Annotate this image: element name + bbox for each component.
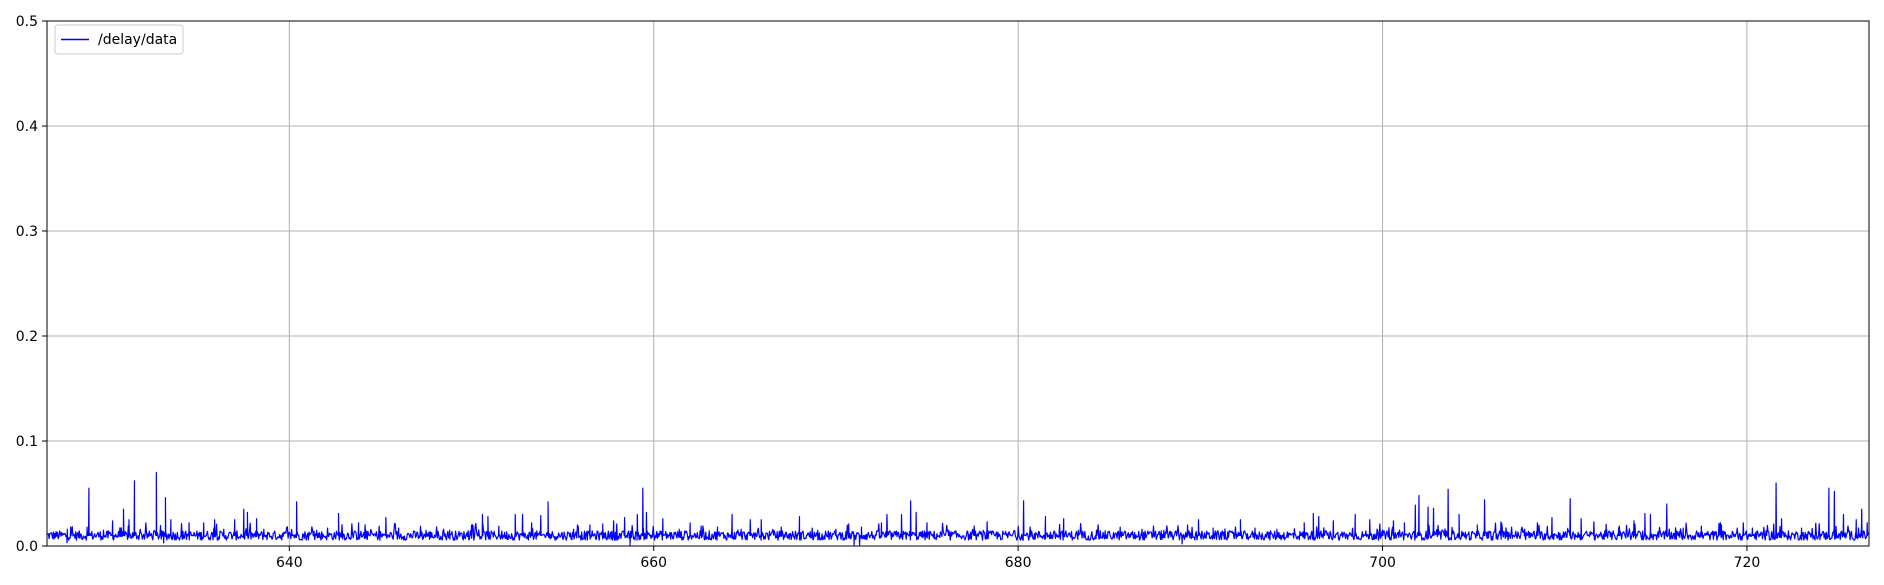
y-tick-label: 0.4 bbox=[16, 119, 38, 135]
y-tick-label: 0.5 bbox=[16, 14, 38, 30]
series-line-delay-data bbox=[46, 471, 1870, 546]
x-tick-label: 700 bbox=[1369, 555, 1396, 571]
y-tick-label: 0.0 bbox=[16, 539, 38, 555]
legend-label: /delay/data bbox=[98, 32, 177, 48]
y-tick-label: 0.1 bbox=[16, 434, 38, 450]
x-tick-label: 640 bbox=[276, 555, 303, 571]
y-axis: 0.0 0.1 0.2 0.3 0.4 0.5 bbox=[16, 14, 47, 555]
legend-box bbox=[54, 24, 184, 55]
plot-frame bbox=[46, 20, 1870, 547]
series-layer bbox=[46, 471, 1870, 546]
x-axis: 640 660 680 700 720 bbox=[276, 546, 1760, 571]
x-tick-label: 660 bbox=[640, 555, 667, 571]
y-tick-label: 0.3 bbox=[16, 224, 38, 240]
x-tick-label: 720 bbox=[1734, 555, 1761, 571]
y-tick-label: 0.2 bbox=[16, 329, 38, 345]
legend: /delay/data bbox=[54, 24, 184, 55]
x-tick-label: 680 bbox=[1005, 555, 1032, 571]
